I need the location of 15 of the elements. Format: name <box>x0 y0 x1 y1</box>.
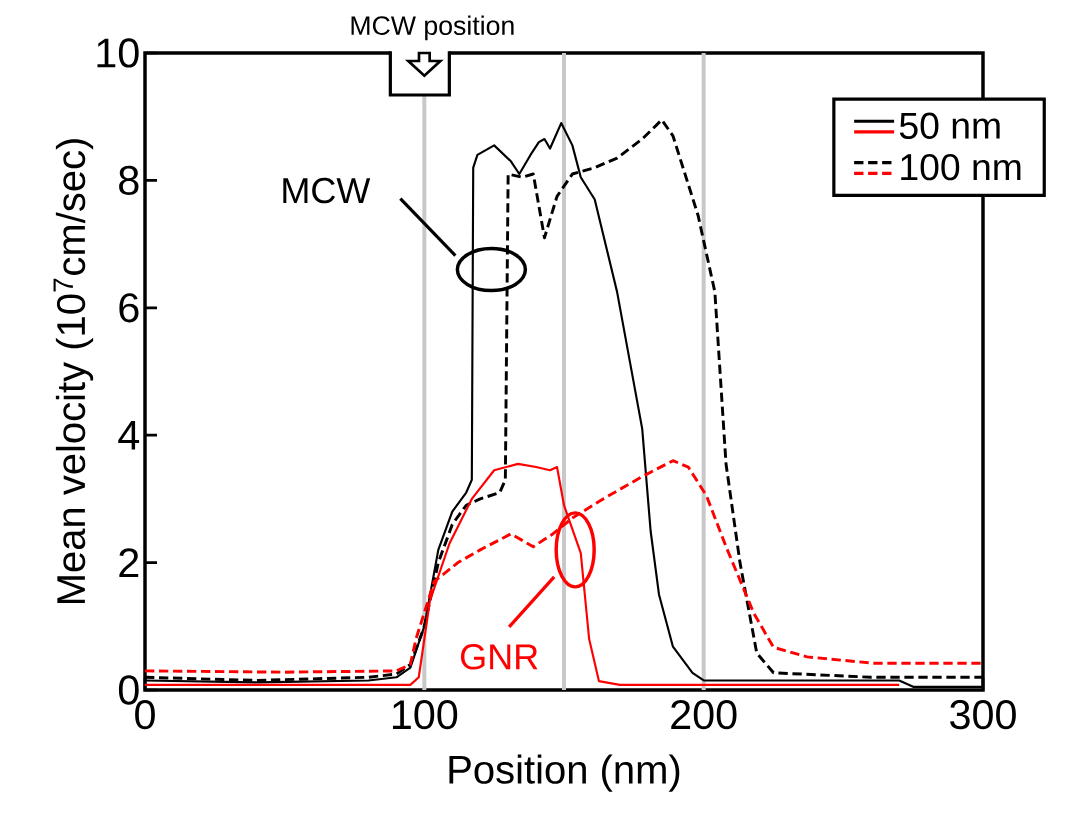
annotation: MCW <box>283 177 371 204</box>
y-tick-label: 2 <box>119 548 139 578</box>
x-tick-label: 200 <box>671 700 737 730</box>
legend-label: 100 nm <box>901 153 1021 181</box>
x-axis-title: Position (nm) <box>449 754 680 792</box>
y-axis-title: Mean velocity (10$^{7}$cm/sec) <box>53 139 94 604</box>
y-tick-label: 4 <box>118 420 140 450</box>
y-tick-label: 8 <box>119 165 139 196</box>
annotation: GNR <box>461 644 538 670</box>
x-tick-label: 300 <box>950 700 1016 730</box>
x-tick-label: 100 <box>393 700 458 730</box>
legend-label: 50 nm <box>899 112 1000 139</box>
y-tick-label: 10 <box>97 38 139 68</box>
text: MCW position <box>351 15 514 41</box>
y-tick-label: 6 <box>119 293 139 323</box>
